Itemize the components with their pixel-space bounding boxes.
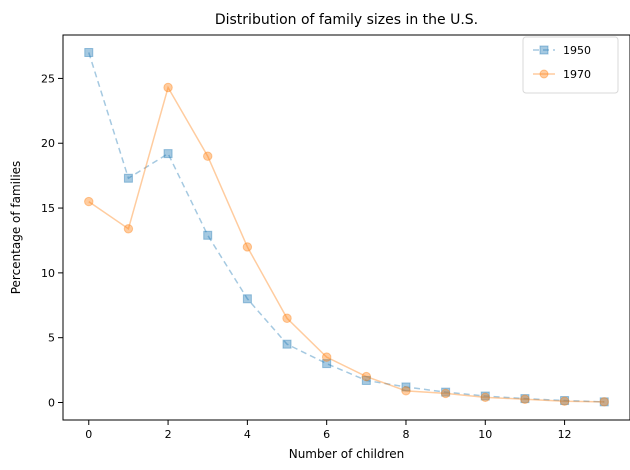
legend-marker-1950 — [539, 45, 549, 55]
data-point-1950 — [560, 396, 570, 406]
data-point-1970 — [440, 388, 451, 399]
chart-title: Distribution of family sizes in the U.S. — [215, 12, 478, 28]
y-axis-label: Percentage of families — [9, 161, 23, 295]
plot-area — [62, 34, 630, 421]
x-tick-label: 12 — [558, 428, 572, 441]
axes-frame — [62, 34, 630, 421]
data-point-1970 — [203, 151, 213, 161]
legend-marker-1970 — [539, 69, 549, 79]
legend-box — [522, 36, 619, 94]
y-tick-label: 10 — [41, 267, 55, 280]
data-point-1950 — [84, 48, 94, 57]
data-point-1950 — [242, 294, 252, 304]
y-tick-label: 25 — [41, 72, 55, 85]
data-point-1970 — [282, 313, 292, 323]
y-tick-label: 0 — [48, 397, 55, 410]
data-point-1950 — [441, 387, 451, 397]
x-tick-label: 4 — [244, 428, 251, 441]
series-line-1950 — [88, 52, 605, 403]
legend-label-1950: 1950 — [563, 44, 591, 57]
y-axis: 0 5 10 15 20 25 — [41, 72, 63, 410]
data-point-1970 — [242, 242, 253, 252]
y-tick-label: 15 — [41, 202, 55, 215]
x-tick-label: 10 — [478, 428, 492, 441]
series-line-1970 — [88, 85, 605, 403]
data-point-1950 — [401, 382, 411, 392]
data-point-1950 — [480, 391, 490, 401]
x-axis-label: Number of children — [289, 447, 405, 461]
data-point-1970 — [559, 396, 570, 406]
data-point-1950 — [123, 173, 133, 183]
data-point-1970 — [599, 397, 609, 407]
data-point-1950 — [599, 397, 609, 407]
x-tick-label: 6 — [323, 428, 330, 441]
data-point-1970 — [84, 196, 94, 207]
legend-label-1970: 1970 — [563, 68, 591, 81]
legend-item-1950: 1950 — [533, 44, 591, 57]
x-tick-label: 0 — [85, 428, 92, 441]
data-point-1970 — [520, 394, 530, 404]
data-point-1970 — [480, 392, 490, 403]
data-point-1970 — [321, 352, 332, 362]
data-point-1950 — [203, 230, 213, 240]
data-point-1970 — [163, 82, 173, 93]
data-point-1970 — [361, 371, 372, 382]
data-point-1950 — [361, 375, 371, 385]
data-point-1950 — [520, 394, 530, 404]
series-markers — [84, 48, 609, 407]
data-point-1950 — [322, 359, 332, 369]
y-tick-label: 20 — [41, 137, 55, 150]
x-tick-label: 8 — [402, 428, 409, 441]
series-lines — [88, 52, 605, 403]
x-axis: 0 2 4 6 8 10 12 — [85, 420, 572, 441]
data-point-1950 — [282, 339, 292, 349]
legend: 1950 1970 — [522, 36, 619, 94]
y-tick-label: 5 — [48, 332, 55, 345]
data-point-1950 — [163, 149, 173, 159]
x-tick-label: 2 — [165, 428, 172, 441]
data-point-1970 — [123, 224, 134, 234]
data-point-1970 — [401, 386, 411, 396]
legend-item-1970: 1970 — [533, 68, 591, 81]
